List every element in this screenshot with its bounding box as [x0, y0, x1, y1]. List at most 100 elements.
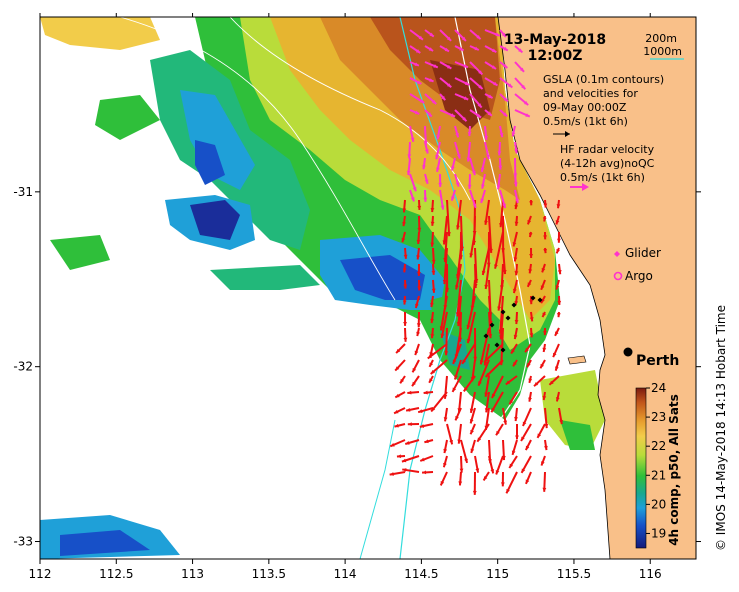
hf-vector-arrow — [484, 375, 490, 397]
hf-vector-arrow — [513, 247, 518, 262]
hf-vector-arrow — [399, 375, 406, 384]
hf-vector-arrow — [443, 407, 448, 422]
hf-vector-arrow — [443, 439, 448, 454]
gsla-contour — [229, 17, 471, 201]
legend-200m: 200m — [645, 32, 677, 45]
hf-vector-arrow — [414, 343, 420, 356]
hf-vector-arrow — [502, 407, 508, 425]
hf-vector-arrow — [411, 375, 420, 387]
gsla-vector-arrow — [439, 189, 445, 210]
gsla-vector-arrow — [409, 45, 421, 54]
hf-vector-arrow — [543, 199, 548, 208]
legend-gsla-line1: GSLA (0.1m contours) — [543, 73, 664, 86]
hf-vector-arrow — [446, 423, 454, 445]
colorbar-tick-label: 22 — [651, 439, 666, 453]
hf-vector-arrow — [505, 375, 518, 386]
gsla-vector-arrow — [498, 157, 503, 170]
hf-vector-arrow — [416, 327, 420, 337]
hf-vector-arrow — [479, 327, 490, 365]
y-axis: -31 -32 -33 — [13, 185, 701, 549]
gsla-vector-arrow — [409, 77, 422, 85]
gsla-vector-arrow — [469, 45, 480, 51]
hf-vector-arrow — [508, 391, 518, 405]
gsla-vector-arrow — [499, 93, 509, 103]
hf-vector-arrow — [430, 215, 435, 226]
gsla-vector-arrow — [439, 29, 452, 42]
x-tick-label: 115.5 — [557, 567, 591, 581]
hf-vector-arrow — [520, 455, 532, 474]
legend-gsla-arrow — [553, 131, 570, 137]
hf-vector-arrow — [502, 247, 507, 275]
hf-vector-arrow — [389, 471, 406, 476]
hf-vector-arrow — [469, 231, 476, 258]
hf-vector-arrow — [556, 199, 561, 209]
hf-vector-arrow — [458, 471, 463, 486]
gsla-vector-arrow — [409, 93, 425, 104]
hf-vector-arrow — [419, 455, 434, 462]
hf-vector-arrow — [402, 295, 407, 305]
hf-vector-arrow — [431, 263, 436, 275]
y-tick-label: -32 — [13, 360, 33, 374]
hf-vector-arrow — [529, 247, 533, 258]
gsla-vector-arrow — [469, 109, 482, 119]
hf-vector-arrow — [524, 343, 532, 353]
hf-vector-arrow — [403, 311, 407, 326]
hf-vector-arrow — [488, 455, 495, 474]
gsla-vector-arrow — [454, 29, 467, 42]
legend-hf-line2: (4-12h avg)noQC — [560, 157, 655, 170]
x-tick-label: 116 — [639, 567, 662, 581]
legend-glider-label: Glider — [625, 246, 661, 260]
gsla-vector-arrow — [514, 77, 527, 90]
legend-hf-arrow — [570, 183, 589, 191]
hf-vector-arrow — [463, 375, 476, 392]
gsla-vector-arrow — [407, 141, 412, 159]
hf-vector-arrow — [513, 327, 518, 340]
gsla-vector-arrow — [484, 29, 501, 37]
hf-vector-arrow — [403, 247, 408, 259]
hf-vector-arrow — [484, 391, 490, 413]
hf-vector-arrow — [484, 263, 490, 290]
hf-vector-arrow — [512, 279, 518, 294]
hf-vector-arrow — [427, 343, 448, 360]
rottnest-island — [567, 355, 587, 365]
hf-vector-arrow — [460, 439, 469, 464]
hf-vector-arrow — [528, 391, 532, 402]
gsla-vector-arrow — [422, 157, 426, 170]
gsla-vector-arrow — [436, 125, 441, 140]
glider-point — [511, 302, 517, 308]
gsla-vector-arrow — [436, 157, 441, 173]
hf-vector-arrow — [529, 295, 534, 305]
gsla-vector-arrow — [424, 141, 429, 154]
hf-vector-arrow — [461, 343, 476, 365]
hf-vector-arrow — [442, 247, 448, 285]
hf-vector-arrow — [442, 455, 448, 468]
y-tick-label: -33 — [13, 535, 33, 549]
gsla-vector-arrow — [497, 141, 502, 156]
hf-vector-arrow — [540, 279, 546, 291]
y-tick-label: -31 — [13, 185, 33, 199]
gsla-vector-arrow — [454, 45, 465, 52]
hf-vector-arrow — [394, 359, 406, 372]
hf-vector-arrow — [555, 391, 560, 402]
gsla-vector-arrow — [469, 29, 482, 40]
hf-vector-arrow — [395, 343, 406, 354]
gsla-vector-arrow — [484, 77, 499, 87]
gsla-vector-arrow — [409, 109, 420, 115]
hf-vector-arrow — [466, 295, 476, 330]
gsla-vector-arrow — [469, 61, 484, 76]
hf-vector-arrow — [524, 439, 532, 451]
gsla-vector-arrow — [423, 189, 428, 202]
perth-label: Perth — [636, 353, 679, 369]
hf-vector-arrow — [543, 247, 548, 254]
hf-vector-arrow — [394, 391, 406, 399]
gsla-vector-arrow — [409, 173, 417, 192]
gsla-vector-arrow — [439, 77, 452, 88]
hf-vector-arrow — [542, 215, 547, 222]
hf-vector-arrow — [428, 359, 434, 368]
glider-point — [483, 333, 489, 339]
hf-vector-arrow — [529, 199, 533, 206]
hf-vector-arrow — [402, 215, 406, 227]
gsla-vector-arrow — [484, 61, 497, 70]
hf-vector-arrow — [477, 359, 490, 387]
hf-vector-arrow — [469, 407, 476, 424]
